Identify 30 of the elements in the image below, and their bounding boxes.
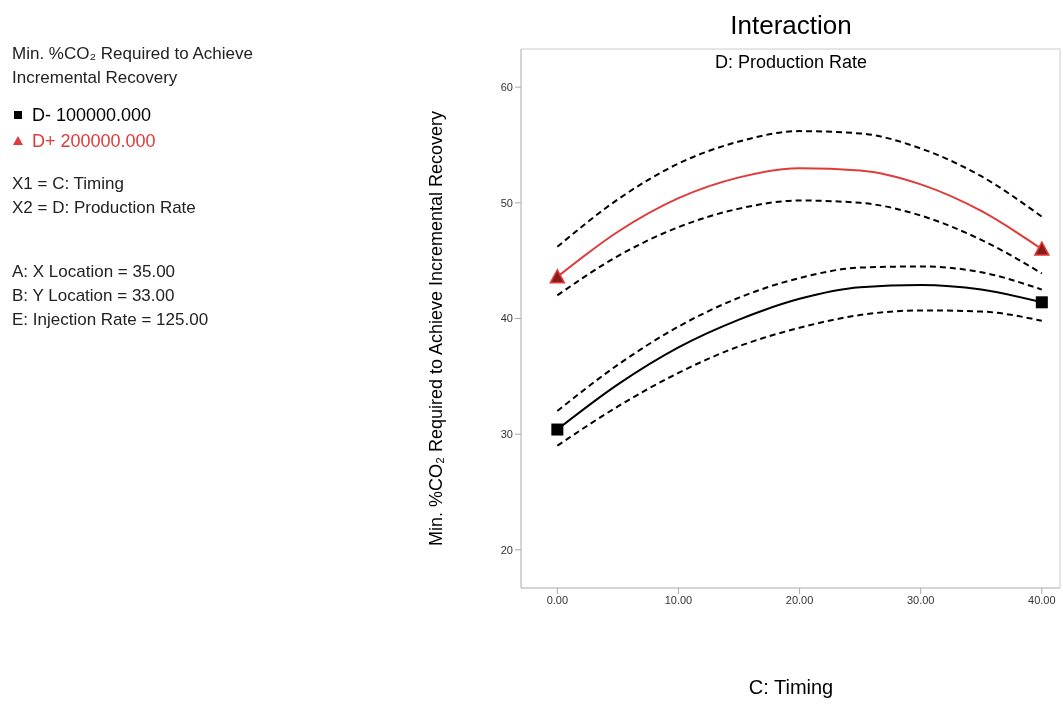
y-tick-label: 30 (500, 428, 513, 441)
line-series (556, 309, 1043, 447)
x-axis-title: C: Timing (747, 676, 835, 699)
x-tick-label: 0.00 (546, 593, 569, 606)
line-series (556, 265, 1043, 413)
text: D+ 200000.000 (31, 130, 157, 153)
y-axis-title: Min. %CO₂ Required to Achieve Incremental Recovery (425, 109, 447, 549)
x-tick-label: 10.00 (664, 593, 693, 606)
x-tick-label: 40.00 (1028, 593, 1056, 606)
line-series (556, 199, 1043, 297)
y-tick-label: 50 (500, 196, 513, 209)
point (549, 269, 566, 284)
text: X1 = C: Timing (12, 173, 125, 195)
text: A: X Location = 35.00 (12, 261, 177, 283)
text: B: Y Location = 33.00 (12, 285, 176, 307)
text: E: Injection Rate = 125.00 (12, 309, 210, 331)
chart-title: Interaction (729, 10, 853, 41)
text: X2 = D: Production Rate (12, 197, 197, 219)
point (1034, 241, 1050, 256)
x-tick-label: 30.00 (906, 593, 935, 606)
legend-label: D- 100000.000 (31, 104, 153, 127)
chart-subtitle: D: Production Rate (713, 52, 869, 73)
x-tick-label: 20.00 (785, 593, 814, 606)
point (551, 423, 564, 436)
point (1035, 296, 1048, 309)
y-tick-label: 40 (500, 312, 513, 325)
text: Min. %CO₂ Required to Achieve Incremental Recovery (12, 43, 254, 89)
y-tick-label: 20 (500, 543, 513, 556)
line-series (556, 130, 1043, 248)
y-tick-label: 60 (500, 81, 513, 94)
